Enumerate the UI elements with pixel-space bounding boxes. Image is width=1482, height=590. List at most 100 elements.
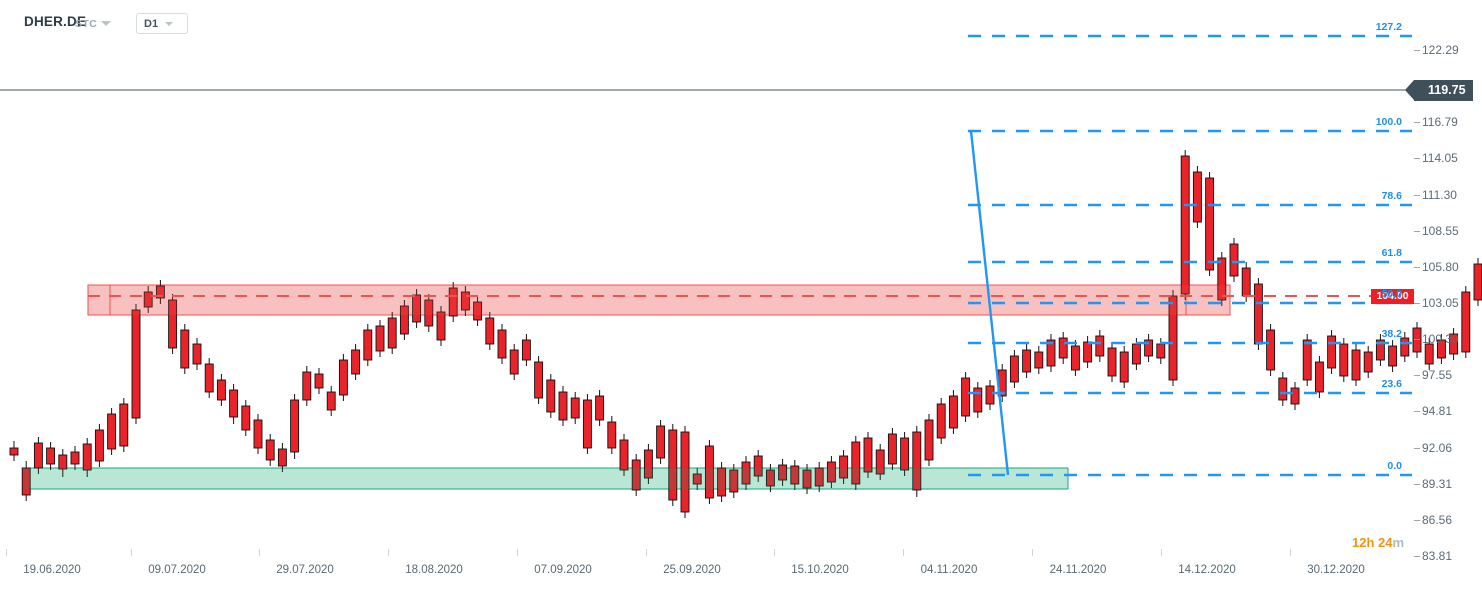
candle-body [753,455,763,477]
candle-body [265,439,275,461]
fib-level-label-127-2: 127.2 [1375,21,1402,33]
candle-body [412,294,422,323]
candle-body [558,391,568,421]
candle-body [485,317,495,345]
fib-level-label-38-2: 38.2 [1381,328,1402,340]
candle-body [1449,333,1459,355]
price-axis-label: 105.80 [1422,259,1459,274]
candle-body [924,419,934,461]
time-axis-label: 19.06.2020 [23,564,81,576]
candle-body [1473,263,1482,301]
candle-body [473,301,483,321]
price-axis-label: 114.05 [1422,151,1458,166]
candle-body [241,405,251,431]
candle-body [1278,377,1288,401]
time-axis-tick [903,549,904,556]
price-axis-label: 116.79 [1422,115,1458,130]
price-axis-label: 103.05 [1422,296,1459,310]
price-axis-tick [1414,339,1420,341]
candle-body [778,464,788,481]
candle-body [900,437,910,471]
candle-body [363,329,373,361]
price-axis-tick [1414,230,1420,232]
candle-body [399,305,409,335]
candle-body [70,451,80,465]
candle-body [33,442,43,469]
price-axis-label: 97.55 [1422,368,1453,383]
chevron-down-icon[interactable] [101,21,111,26]
candle-body [1217,257,1227,301]
candle-body [936,403,946,439]
candle-body [351,349,361,375]
candle-body [1144,339,1154,357]
candle-body [570,397,580,419]
price-axis-label: 122.29 [1422,43,1459,57]
candle-body [631,459,641,491]
fib-level-label-100-0: 100.0 [1375,116,1402,128]
candle-body [302,371,312,401]
time-axis-tick [259,549,260,556]
candle-body [765,469,775,487]
candle-body [509,349,519,375]
candle-body [1095,335,1105,357]
candle-body [973,387,983,413]
time-axis-label: 18.08.2020 [405,564,463,576]
candle-series [9,150,1482,518]
fib-level-label-0-0: 0.0 [1387,460,1402,472]
candle-body [1205,177,1215,271]
price-axis-label: 100.30 [1422,332,1459,347]
candle-body [1192,171,1202,223]
candle-body [229,389,239,418]
candle-body [143,291,153,308]
candle-body [1424,343,1434,365]
candle-body [1461,291,1471,353]
indicator-label[interactable]: STC [75,18,98,30]
candle-body [741,461,751,485]
candle-body [656,425,666,459]
candle-body [387,317,397,349]
candle-body [1046,339,1056,367]
fib-level-label-50-0: 50.0 [1381,288,1402,300]
candle-body [1034,351,1044,369]
symbol-label[interactable]: DHER.DE [24,14,87,29]
candle-body [912,431,922,491]
candle-body [1180,155,1190,295]
time-axis-tick [1032,549,1033,556]
time-axis-tick [6,549,7,556]
candle-body [1229,243,1239,277]
candle-body [1375,339,1385,361]
candle-body [9,447,19,456]
candle-body [253,419,263,449]
candle-body [680,431,690,513]
chart-toolbar: DHER.DE STC D1 [0,0,1482,46]
time-axis-tick [1290,549,1291,556]
candle-body [619,439,629,471]
candle-body [375,325,385,352]
candle-body [1131,343,1141,365]
candle-body [875,449,885,475]
candle-body [1009,355,1019,383]
timeframe-selector[interactable]: D1 [136,13,188,34]
price-axis-tick [1414,158,1420,160]
support-zone [22,467,1069,490]
candle-body [1241,267,1251,297]
candle-body [192,343,202,365]
candle-body [851,441,861,485]
candle-body [497,329,507,359]
candle-body [826,461,836,483]
candle-body [521,339,531,361]
candle-body [46,447,56,465]
candle-body [961,377,971,417]
fib-level-label-23-6: 23.6 [1381,378,1402,390]
candle-body [82,443,92,471]
candle-body [1290,387,1300,405]
candle-body [1119,351,1129,383]
candle-body [448,287,458,317]
time-axis-tick [131,549,132,556]
price-axis-tick [1414,556,1420,557]
candle-body [180,329,190,369]
price-axis-tick [1414,519,1420,521]
